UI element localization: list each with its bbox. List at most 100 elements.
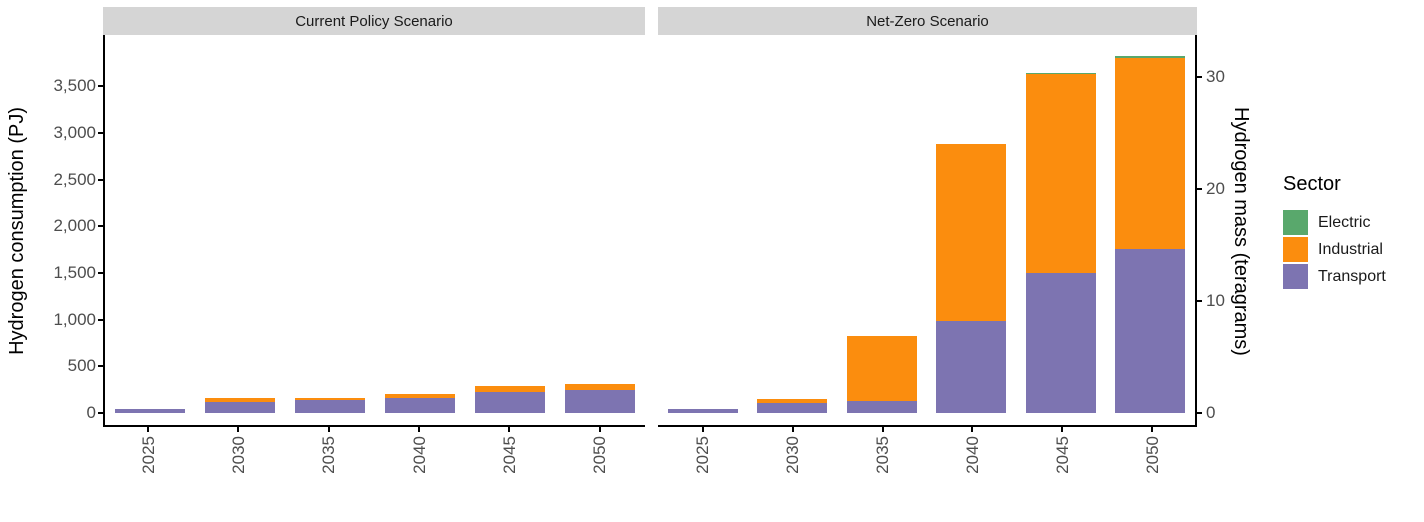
stacked-bar-2030 [757, 398, 828, 413]
bar-segment-industrial-2035 [846, 336, 917, 402]
right-y-tick-mark [1197, 187, 1202, 190]
x-tick-label: 2030 [783, 436, 803, 474]
x-tick-2050: 2050 [1107, 427, 1197, 507]
stacked-bar-2050 [565, 383, 635, 413]
x-tick-mark [881, 427, 884, 432]
bar-slot-2045 [465, 35, 555, 413]
x-tick-2030: 2030 [748, 427, 838, 507]
x-tick-2025: 2025 [103, 427, 193, 507]
x-tick-label: 2050 [590, 436, 610, 474]
legend-item-transport: Transport [1283, 264, 1386, 289]
right-y-axis-title-text: Hydrogen mass (teragrams) [1230, 106, 1252, 356]
x-tick-mark [147, 427, 150, 432]
bar-segment-industrial-2030 [205, 398, 275, 402]
left-y-tick-mark [98, 225, 103, 228]
facet-strip-net-zero-label: Net-Zero Scenario [866, 12, 989, 30]
bar-slot-2025 [658, 35, 748, 413]
x-tick-mark [508, 427, 511, 432]
stacked-bar-2040 [936, 143, 1007, 413]
bar-segment-electric-2050 [1115, 56, 1186, 59]
stacked-bar-2035 [295, 397, 365, 413]
x-tick-label: 2025 [693, 436, 713, 474]
right-y-tick-label: 10 [1206, 290, 1225, 310]
stacked-bar-2035 [846, 336, 917, 413]
legend-swatch-transport [1283, 264, 1308, 289]
right-y-tick-mark [1197, 299, 1202, 302]
legend-title: Sector [1283, 173, 1341, 195]
bar-segment-transport-2050 [565, 389, 635, 413]
x-tick-label: 2050 [1142, 436, 1162, 474]
bar-segment-transport-2040 [385, 397, 455, 413]
bar-slot-2045 [1016, 35, 1106, 413]
left-y-tick-mark [98, 365, 103, 368]
left-y-tick-label: 3,500 [53, 76, 96, 96]
bar-slot-2030 [748, 35, 838, 413]
facet-strip-net-zero: Net-Zero Scenario [658, 7, 1197, 35]
bar-segment-industrial-2035 [295, 397, 365, 401]
bar-segment-industrial-2050 [565, 383, 635, 390]
x-tick-2045: 2045 [1017, 427, 1107, 507]
left-y-tick-label: 1,000 [53, 309, 96, 329]
stacked-bar-2050 [1115, 56, 1186, 413]
bar-slot-2035 [285, 35, 375, 413]
x-tick-mark [598, 427, 601, 432]
legend-label-industrial: Industrial [1318, 240, 1383, 258]
bars-net-zero [658, 35, 1195, 425]
right-y-axis-title: Hydrogen mass (teragrams) [1228, 35, 1254, 427]
bar-segment-transport-2045 [1025, 273, 1096, 413]
left-y-tick-label: 500 [67, 356, 96, 376]
bar-segment-industrial-2030 [757, 398, 828, 403]
panel-net-zero [658, 35, 1197, 427]
panel-current-policy [103, 35, 645, 427]
bars-current-policy [105, 35, 645, 425]
bar-segment-transport-2035 [295, 400, 365, 413]
bar-segment-transport-2050 [1115, 248, 1186, 413]
bar-segment-transport-2040 [936, 321, 1007, 413]
right-y-tick-mark [1197, 412, 1202, 414]
left-y-tick-label: 2,000 [53, 216, 96, 236]
x-tick-2030: 2030 [193, 427, 283, 507]
left-y-tick-mark [98, 178, 103, 181]
bar-segment-transport-2030 [757, 402, 828, 413]
left-y-tick-mark [98, 412, 103, 414]
bar-slot-2050 [555, 35, 645, 413]
facet-strip-current-policy-label: Current Policy Scenario [295, 12, 453, 30]
x-axis-current-policy: 2025 2030 2035 2040 2045 2050 [103, 427, 645, 507]
left-y-axis-title: Hydrogen consumption (PJ) [4, 35, 30, 427]
left-y-tick-mark [98, 318, 103, 321]
x-tick-label: 2045 [1052, 436, 1072, 474]
x-tick-mark [971, 427, 974, 432]
stacked-bar-2045 [1025, 73, 1096, 413]
x-tick-label: 2030 [228, 436, 248, 474]
x-tick-mark [237, 427, 240, 432]
x-tick-mark [327, 427, 330, 432]
legend-label-electric: Electric [1318, 213, 1371, 231]
x-tick-label: 2040 [409, 436, 429, 474]
x-tick-2025: 2025 [658, 427, 748, 507]
bar-segment-transport-2035 [846, 401, 917, 413]
left-y-tick-mark [98, 85, 103, 88]
right-y-tick-mark [1197, 75, 1202, 78]
x-tick-mark [1151, 427, 1154, 432]
facet-strip-current-policy: Current Policy Scenario [103, 7, 645, 35]
x-tick-mark [1061, 427, 1064, 432]
legend: Sector Electric Industrial Transport [1283, 173, 1386, 291]
right-y-tick-label: 0 [1206, 403, 1216, 422]
legend-item-electric: Electric [1283, 210, 1386, 235]
left-y-tick-label: 3,000 [53, 122, 96, 142]
bar-segment-industrial-2050 [1115, 58, 1186, 249]
x-tick-2040: 2040 [927, 427, 1017, 507]
x-tick-2050: 2050 [555, 427, 645, 507]
left-y-tick-label: 2,500 [53, 169, 96, 189]
stacked-bar-2040 [385, 394, 455, 413]
bar-segment-electric-2045 [1025, 73, 1096, 75]
bar-segment-industrial-2040 [385, 394, 455, 398]
stacked-bar-2025 [667, 409, 738, 413]
x-axis-net-zero: 2025 2030 2035 2040 2045 2050 [658, 427, 1197, 507]
right-y-tick-label: 20 [1206, 178, 1225, 198]
bar-slot-2050 [1106, 35, 1196, 413]
bar-slot-2030 [195, 35, 285, 413]
left-y-tick-label: 0 [86, 403, 96, 422]
left-y-axis-title-text: Hydrogen consumption (PJ) [6, 107, 28, 355]
